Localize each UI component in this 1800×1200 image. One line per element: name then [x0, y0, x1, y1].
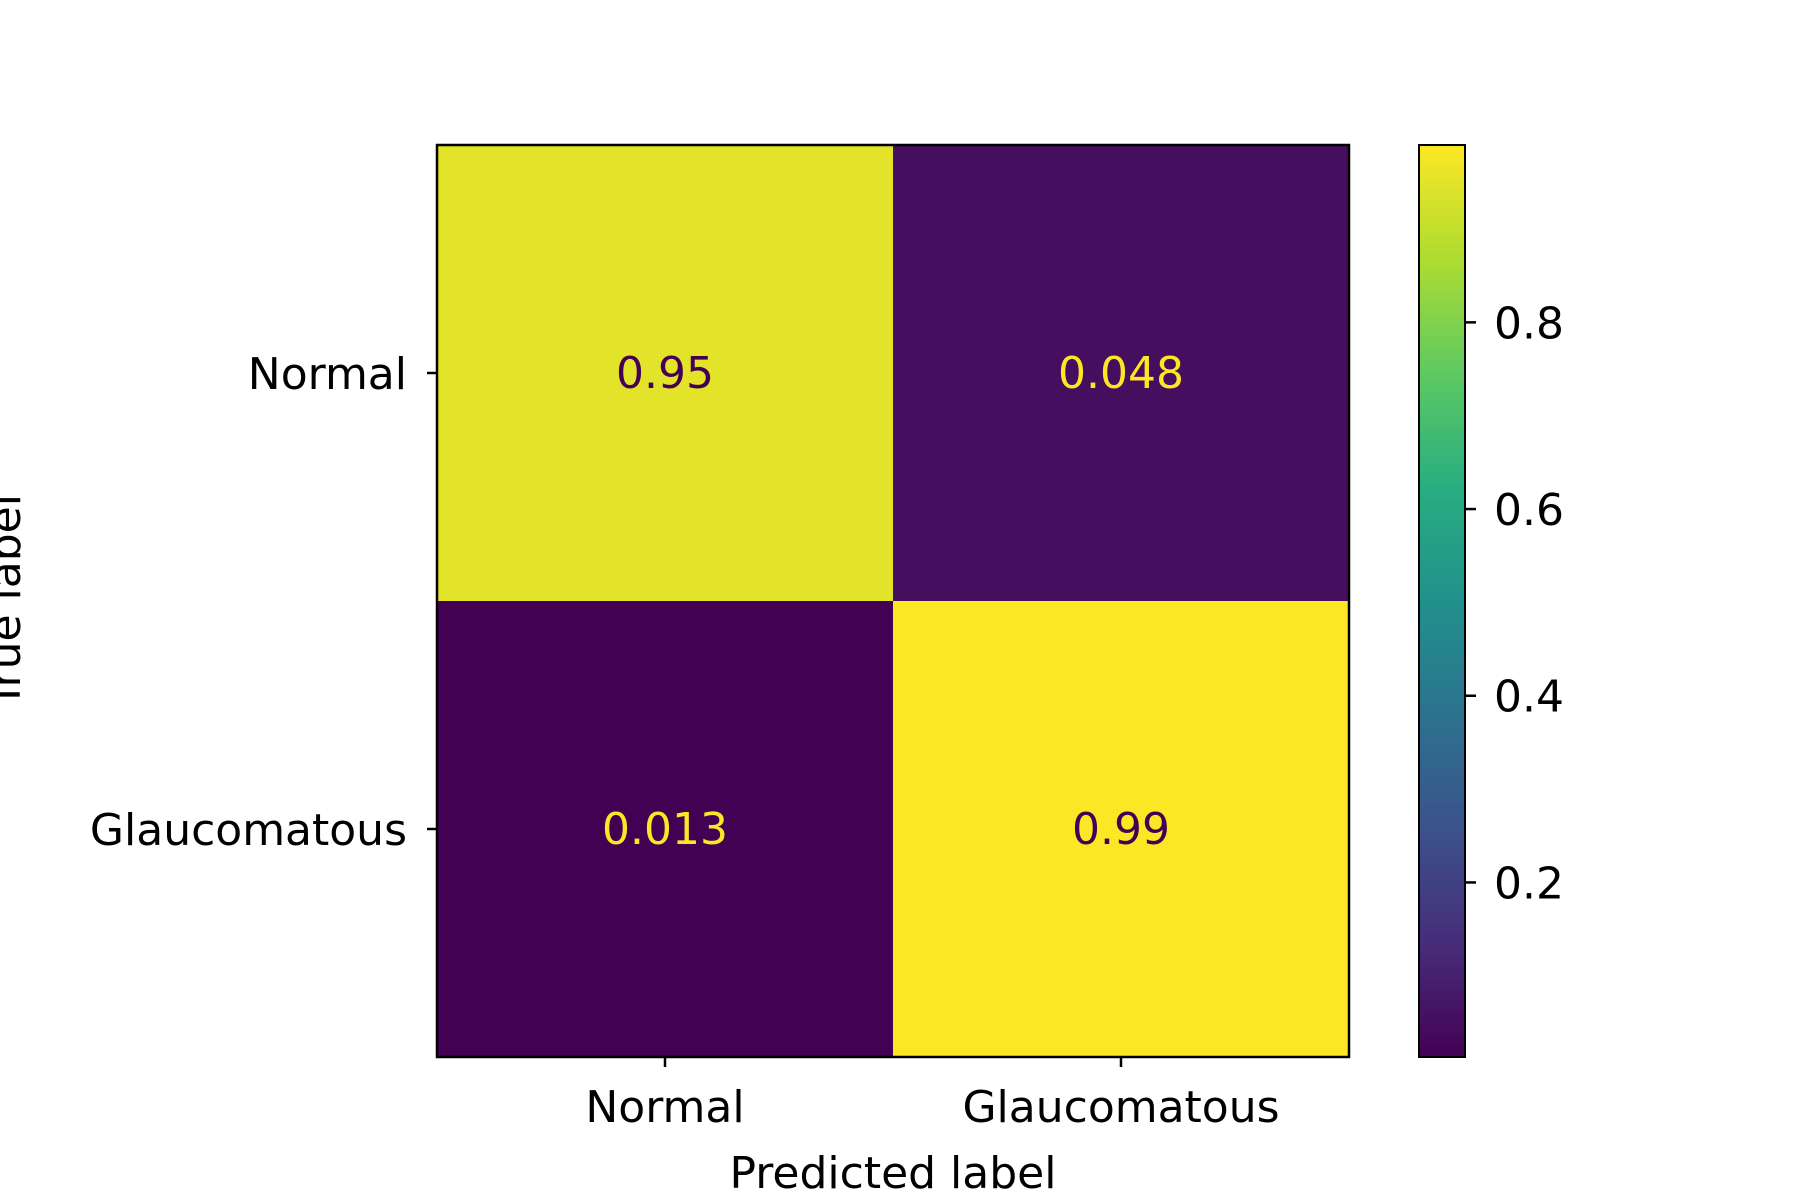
colorbar-tick-label: 0.4 — [1494, 672, 1564, 723]
heatmap-cells — [437, 145, 1349, 1057]
x-tick-label: Glaucomatous — [962, 1082, 1279, 1133]
cell-value-label: 0.013 — [602, 804, 728, 855]
colorbar — [1418, 144, 1466, 1058]
colorbar-tick-label: 0.8 — [1494, 298, 1564, 349]
colorbar-ticks: 0.2 0.4 0.6 0.8 — [1465, 298, 1564, 909]
heatmap-cell-0-0 — [437, 145, 893, 601]
cell-value-label: 0.95 — [616, 348, 714, 399]
x-axis-label: Predicted label — [730, 1148, 1057, 1199]
heatmap-cell-0-1 — [893, 145, 1349, 601]
plot-frame — [435, 143, 1351, 1059]
heatmap-cell-1-0 — [437, 601, 893, 1057]
colorbar-tick-label: 0.2 — [1494, 858, 1564, 909]
heatmap-cell-labels: 0.95 0.048 0.013 0.99 — [602, 348, 1184, 855]
y-tick-label: Glaucomatous — [90, 805, 407, 856]
y-axis-ticks: Normal Glaucomatous — [90, 349, 437, 856]
y-tick-label: Normal — [248, 349, 407, 400]
cell-value-label: 0.048 — [1058, 348, 1184, 399]
x-tick-label: Normal — [585, 1082, 744, 1133]
x-axis-ticks: Normal Glaucomatous — [585, 1057, 1280, 1133]
heatmap-cell-1-1 — [893, 601, 1349, 1057]
y-axis-label: True label — [0, 494, 31, 709]
cell-value-label: 0.99 — [1072, 804, 1170, 855]
colorbar-tick-label: 0.6 — [1494, 485, 1564, 536]
